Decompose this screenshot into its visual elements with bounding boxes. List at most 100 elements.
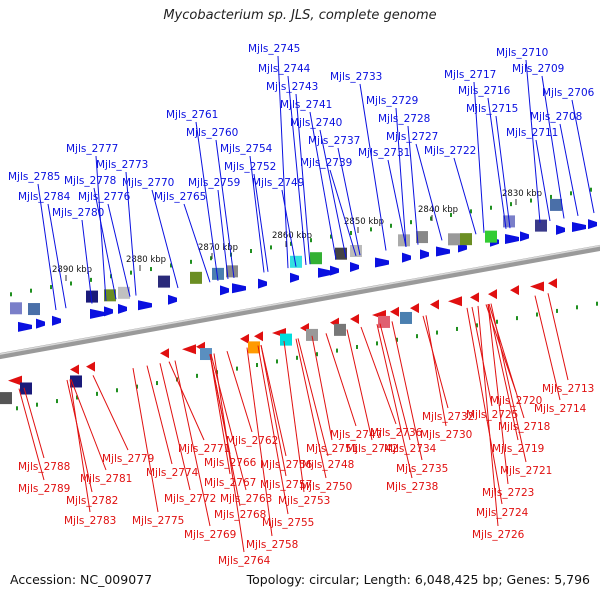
forward-leader [125, 171, 137, 296]
gene-domain-box [104, 289, 116, 302]
forward-gene-arrow [520, 231, 529, 242]
reverse-gene-arrow [8, 375, 22, 386]
scale-tick-label: 2870 kbp [198, 243, 238, 253]
forward-leader [151, 189, 179, 289]
gene-domain-box [280, 333, 292, 346]
forward-gene-arrow [420, 249, 429, 260]
backbone-line [0, 244, 600, 360]
forward-gene-label: Mjls_2741 [280, 99, 332, 111]
gene-domain-box [416, 231, 428, 244]
reverse-gene-label: Mjls_2779 [102, 453, 154, 465]
forward-leader [309, 111, 337, 260]
gene-domain-box [460, 233, 472, 246]
gc-mark [116, 388, 118, 393]
gc-mark [550, 194, 552, 199]
reverse-gene-arrow [254, 331, 263, 342]
gc-mark [276, 359, 278, 364]
forward-gene-label: Mjls_2731 [358, 147, 410, 159]
forward-gene-label: Mjls_2727 [386, 131, 438, 143]
gene-domain-box [378, 315, 390, 328]
reverse-gene-label: Mjls_2725 [466, 409, 518, 421]
forward-gene-arrow [232, 283, 246, 294]
forward-gene-label: Mjls_2737 [308, 135, 360, 147]
forward-gene-label: Mjls_2760 [186, 127, 238, 139]
gc-mark [330, 234, 332, 239]
reverse-leader [18, 388, 45, 481]
gc-mark [510, 202, 512, 207]
reverse-gene-label: Mjls_2757 [260, 479, 312, 491]
reverse-gene-label: Mjls_2730 [420, 429, 472, 441]
reverse-gene-label: Mjls_2756 [260, 459, 313, 471]
gc-mark [456, 326, 458, 331]
gc-mark [450, 212, 452, 217]
gc-mark [596, 301, 598, 306]
gc-mark [556, 308, 558, 313]
reverse-gene-label: Mjls_2738 [386, 481, 438, 493]
gc-mark [30, 288, 32, 293]
forward-gene-arrow [258, 278, 267, 289]
gc-mark [476, 323, 478, 328]
gc-mark [270, 245, 272, 250]
gene-domain-box [485, 230, 497, 243]
reverse-gene-label: Mjls_2775 [132, 515, 184, 527]
genome-band [0, 244, 600, 360]
reverse-leader-lines: Mjls_2713Mjls_2714Mjls_2720Mjls_2718Mjls… [18, 293, 594, 567]
reverse-gene-label: Mjls_2767 [204, 477, 256, 489]
scale-tick-label: 2840 kbp [418, 205, 458, 215]
forward-gene-label: Mjls_2778 [64, 175, 116, 187]
reverse-gene-label: Mjls_2723 [482, 487, 534, 499]
forward-gene-arrow [118, 303, 127, 314]
gc-mark [316, 352, 318, 357]
forward-leader [559, 123, 579, 216]
gene-domain-box [310, 252, 322, 265]
gc-mark [210, 256, 212, 261]
forward-gene-label: Mjls_2711 [506, 127, 558, 139]
reverse-gene-label: Mjls_2768 [214, 509, 266, 521]
reverse-gene-arrow [530, 281, 544, 292]
gc-mark [350, 230, 352, 235]
forward-gene-arrow [104, 306, 113, 317]
reverse-leader [391, 321, 423, 461]
gene-domain-box [400, 311, 412, 324]
forward-gene-label: Mjls_2749 [252, 177, 304, 189]
reverse-gene-label: Mjls_2762 [226, 435, 278, 447]
forward-gene-arrow [556, 224, 565, 235]
accession-text: Accession: NC_009077 [10, 572, 153, 587]
forward-leader [249, 155, 265, 273]
gene-domain-box [306, 328, 318, 341]
forward-gene-label: Mjls_2761 [166, 109, 218, 121]
reverse-leader [257, 345, 289, 515]
forward-gene-arrow [572, 221, 586, 232]
gc-mark [190, 259, 192, 264]
gc-mark [56, 399, 58, 404]
scale-ticks: 2830 kbp 2840 kbp 2850 kbp 2860 kbp 2870 kbp… [52, 189, 542, 281]
gc-mark [196, 373, 198, 378]
forward-gene-label: Mjls_2784 [18, 191, 71, 203]
forward-leader [37, 183, 57, 311]
forward-gene-arrow [52, 315, 61, 326]
gene-domain-box [212, 267, 224, 280]
forward-leader [473, 81, 485, 233]
gc-mark [336, 348, 338, 353]
reverse-leader [70, 379, 107, 471]
forward-leader [215, 139, 235, 278]
forward-leader [253, 173, 269, 272]
forward-gene-label: Mjls_2739 [300, 157, 352, 169]
reverse-gene-label: Mjls_2732 [422, 411, 474, 423]
gc-mark [356, 344, 358, 349]
gene-domain-box [248, 341, 260, 354]
reverse-gene-label: Mjls_2789 [18, 483, 70, 495]
gc-mark [96, 391, 98, 396]
gene-domain-box [448, 233, 460, 246]
forward-gene-label: Mjls_2717 [444, 69, 496, 81]
scale-tick-label: 2890 kbp [52, 265, 92, 275]
reverse-gene-label: Mjls_2719 [492, 443, 544, 455]
reverse-gene-label: Mjls_2713 [542, 383, 594, 395]
gene-domain-box [20, 382, 32, 395]
reverse-leader [376, 324, 413, 479]
reverse-leader [92, 375, 129, 451]
gc-mark [536, 312, 538, 317]
gc-mark [36, 402, 38, 407]
